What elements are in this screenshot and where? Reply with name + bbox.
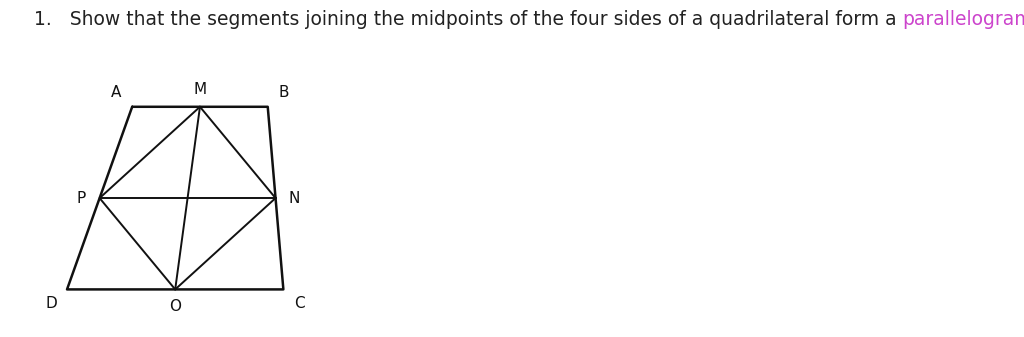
Text: M: M [194, 83, 207, 97]
Text: N: N [288, 191, 299, 206]
Text: B: B [279, 85, 289, 100]
Text: 1.   Show that the segments joining the midpoints of the four sides of a quadril: 1. Show that the segments joining the mi… [34, 10, 902, 29]
Text: C: C [294, 296, 304, 311]
Text: D: D [45, 296, 57, 311]
Text: P: P [77, 191, 86, 206]
Text: O: O [169, 299, 181, 314]
Text: parallelogram.: parallelogram. [902, 10, 1024, 29]
Text: A: A [112, 85, 122, 100]
